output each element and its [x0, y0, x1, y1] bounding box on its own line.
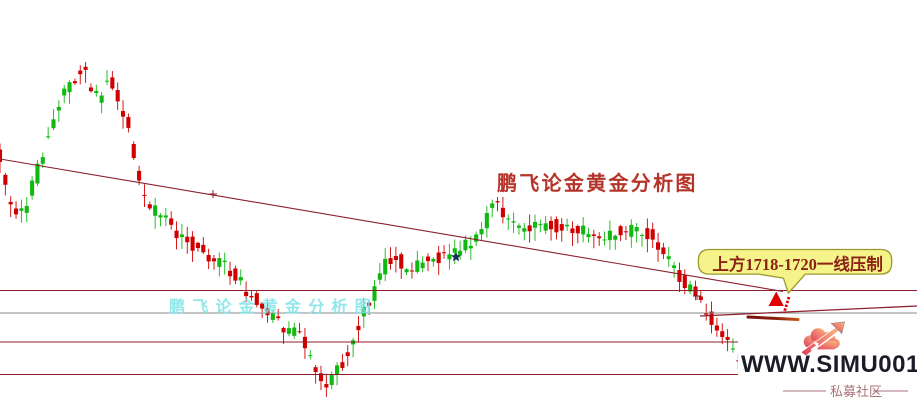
svg-text:鹏飞论金黄金分析图: 鹏飞论金黄金分析图: [169, 297, 378, 316]
svg-text:WWW.SIMU001.CN: WWW.SIMU001.CN: [741, 351, 917, 378]
svg-text:鹏飞论金黄金分析图: 鹏飞论金黄金分析图: [497, 171, 698, 195]
svg-text:上方1718-1720一线压制: 上方1718-1720一线压制: [712, 254, 883, 274]
